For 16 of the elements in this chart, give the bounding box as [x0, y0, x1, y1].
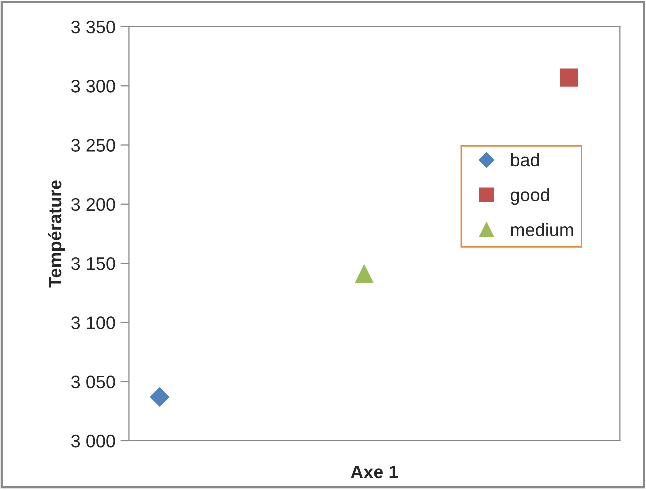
point	[355, 265, 374, 284]
legend-label: medium	[511, 223, 574, 236]
y-axis-title: Température	[48, 180, 66, 288]
y-tick-label: 3 000	[72, 434, 116, 448]
y-tick-label: 3 050	[72, 376, 116, 389]
y-tick-label: 3 100	[72, 316, 116, 330]
point	[150, 388, 170, 407]
legend-label: bad	[511, 153, 540, 167]
legend-label: good	[511, 188, 550, 206]
y-tick-label: 3 300	[72, 80, 116, 93]
y-tick-label: 3 150	[72, 257, 116, 270]
y-tick-label: 3 200	[72, 198, 116, 212]
y-tick-label: 3 350	[72, 20, 116, 34]
point	[560, 68, 578, 87]
x-axis-title: Axe 1	[351, 466, 398, 479]
y-tick-label: 3 250	[72, 139, 116, 152]
